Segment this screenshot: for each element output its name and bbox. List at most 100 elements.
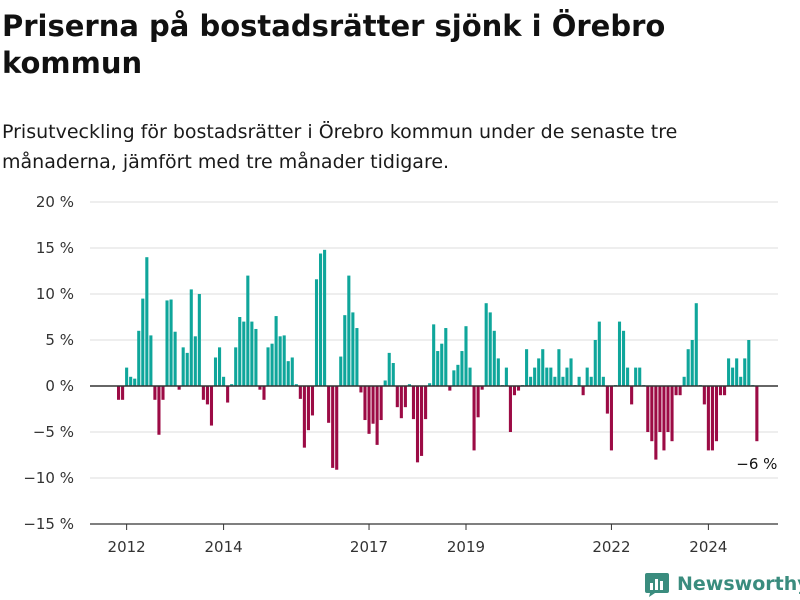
bar [577, 376, 581, 386]
bar [415, 386, 420, 463]
bar [597, 321, 601, 386]
bar [282, 335, 286, 386]
bar [367, 386, 371, 434]
bar [541, 349, 545, 386]
bar [686, 349, 690, 386]
bar [266, 347, 270, 386]
bar [508, 386, 512, 432]
bar [209, 386, 214, 426]
bar [444, 328, 448, 386]
bar [723, 386, 727, 396]
bars [117, 249, 759, 470]
bar [262, 386, 266, 400]
bar [137, 330, 141, 386]
bar [169, 299, 173, 386]
bar [525, 349, 529, 386]
bar [286, 361, 290, 386]
y-tick-label: −10 % [23, 469, 74, 487]
bar [371, 386, 375, 424]
bar [670, 386, 674, 442]
bar [739, 376, 743, 386]
last-value-label: −6 % [736, 455, 777, 473]
bar [403, 386, 407, 408]
bar [561, 376, 565, 386]
bar [254, 328, 258, 386]
bar [327, 386, 331, 423]
bar [553, 376, 557, 386]
bar [238, 317, 242, 386]
bar [121, 386, 125, 400]
bar [638, 367, 642, 386]
y-axis-labels: 20 % 15 % 10 % 5 % 0 % −5 % −10 % −15 % [23, 193, 74, 533]
bar [484, 303, 488, 386]
bar [674, 386, 678, 396]
bar [658, 386, 662, 432]
bar [585, 367, 589, 386]
bar [533, 367, 537, 386]
x-axis-labels: 2012 2014 2017 2019 2022 2024 [108, 538, 728, 556]
bar [343, 315, 347, 386]
bar [605, 386, 609, 414]
bar [654, 386, 658, 460]
bar [125, 367, 129, 386]
bar [258, 386, 262, 390]
bar [420, 386, 424, 456]
bar [323, 249, 327, 386]
bar [702, 386, 706, 405]
bar [129, 376, 133, 386]
bar [290, 357, 294, 386]
bar [617, 321, 622, 386]
bar [246, 275, 250, 386]
bar [727, 358, 731, 386]
bar [157, 386, 161, 435]
bar [117, 386, 121, 400]
bar [694, 303, 698, 386]
bar [690, 340, 694, 386]
bar [250, 321, 254, 386]
chart-title: Priserna på bostadsrätter sjönk i Örebro… [2, 9, 666, 80]
y-tick-label: −15 % [23, 515, 74, 533]
y-tick-label: −5 % [33, 423, 74, 441]
annotations: −6 % [736, 455, 777, 473]
bar [274, 316, 278, 386]
bar [141, 298, 145, 386]
bar [298, 386, 302, 399]
bar [581, 386, 585, 396]
bar [537, 358, 541, 386]
bar [456, 364, 460, 386]
bar [222, 376, 226, 386]
bar [375, 386, 379, 445]
brand-name: Newsworthy [677, 573, 800, 595]
bar [189, 289, 193, 386]
bar [399, 386, 403, 419]
bar [335, 386, 339, 470]
bar [149, 335, 153, 386]
bar [181, 347, 185, 386]
bar [226, 386, 230, 403]
bar [339, 356, 343, 386]
bar [165, 300, 169, 386]
bar [589, 376, 593, 386]
bar [355, 328, 359, 386]
bar [310, 386, 315, 416]
axes [90, 385, 778, 530]
bar [452, 370, 456, 386]
bar [197, 294, 201, 386]
bar [411, 386, 416, 420]
bar [516, 386, 521, 391]
bar [731, 367, 735, 386]
bar [407, 384, 411, 386]
bar [242, 321, 246, 386]
bar [557, 349, 561, 386]
bar [496, 358, 500, 386]
bar [706, 386, 710, 451]
bar [549, 367, 553, 386]
bar [747, 340, 751, 386]
bar [359, 386, 363, 393]
bar-chart: 20 %15 %10 %5 %0 %−5 %−10 %−15 % 2012 201… [23, 193, 778, 556]
bar [306, 386, 310, 431]
bar [351, 312, 355, 386]
bar [743, 358, 747, 386]
y-tick-label: 0 % [45, 377, 74, 395]
x-tick-label: 2024 [689, 538, 727, 556]
